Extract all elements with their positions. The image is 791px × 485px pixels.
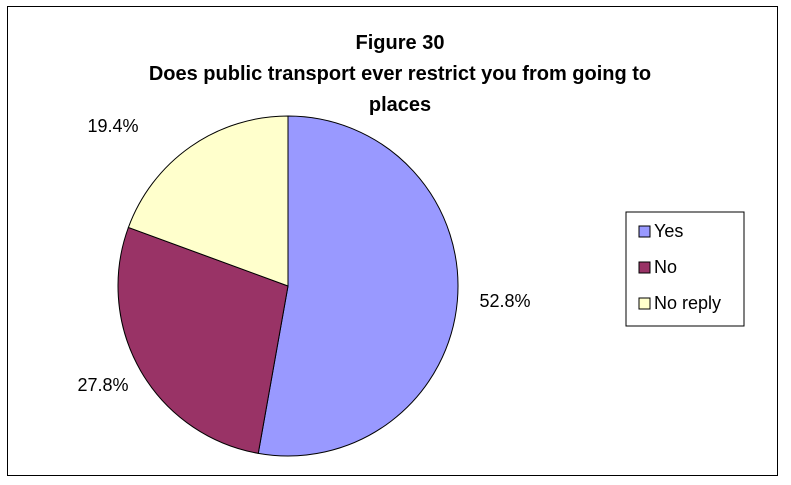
chart-subtitle-line-2: places [369, 94, 431, 116]
pie-label-yes: 52.8% [479, 291, 530, 311]
pie-slice-yes [257, 115, 459, 457]
pie-percentage-labels: 52.8% 27.8% 19.4% [77, 116, 530, 395]
legend-swatch-yes [638, 225, 651, 238]
pie-slices [117, 115, 459, 457]
legend-label-yes: Yes [654, 221, 683, 241]
chart-legend: Yes No No reply [625, 211, 745, 327]
pie-label-no-reply: 19.4% [87, 116, 138, 136]
legend-swatch-no [638, 261, 651, 274]
pie-slice-no-reply [127, 115, 289, 287]
chart-title: Figure 30 [356, 32, 445, 54]
chart-subtitle-line-1: Does public transport ever restrict you … [149, 63, 651, 85]
legend-swatch-no-reply [638, 297, 651, 310]
pie-label-no: 27.8% [77, 375, 128, 395]
legend-label-no: No [654, 257, 677, 277]
legend-label-no-reply: No reply [654, 293, 721, 313]
pie-slice-no [117, 226, 289, 454]
